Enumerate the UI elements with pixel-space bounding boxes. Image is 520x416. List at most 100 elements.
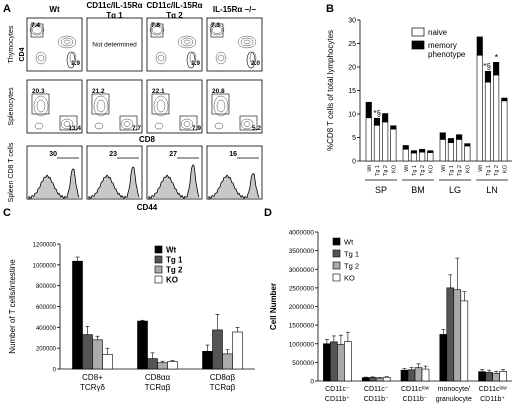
- bar-wt: [439, 334, 448, 382]
- contour-ellipse: [183, 121, 191, 127]
- column-header-1: CD11c/IL-15Rα: [86, 1, 142, 10]
- contour-ellipse: [216, 99, 226, 113]
- contour-ellipse: [36, 99, 46, 113]
- cd44-hi-percent: 16: [229, 151, 237, 158]
- contour-ellipse: [217, 54, 225, 62]
- bar-naive: [447, 142, 455, 162]
- bar-tg-2: [337, 344, 345, 382]
- contour-ellipse: [93, 95, 109, 117]
- legend-label: Tg 1: [166, 256, 183, 265]
- bar-tg-2: [375, 377, 384, 382]
- legend-swatch: [411, 27, 425, 37]
- bar-naive: [427, 152, 434, 162]
- x-tick-label: Tg 1: [375, 165, 381, 176]
- contour-ellipse: [149, 24, 165, 36]
- bar-naive: [390, 128, 397, 162]
- axis-label-cd44: CD44: [137, 203, 158, 212]
- bar-naive: [476, 54, 483, 162]
- group-label: LN: [486, 185, 498, 195]
- splenocyte-cd8-percent: 13.4: [68, 125, 81, 132]
- splenocyte-contours: [33, 95, 74, 130]
- bar-memory: [476, 36, 483, 56]
- panel-b-chart: 0 5 10 15 20 25 30 %CD8 T cells of total lympho…: [326, 18, 512, 195]
- category-label: CD11c⁻: [325, 386, 350, 393]
- category-label: CD11b⁻: [364, 396, 389, 403]
- gate-cd4: [31, 93, 50, 115]
- bar-memory: [456, 134, 463, 140]
- gate-cd8-sp: [66, 51, 76, 69]
- contour-ellipse: [35, 51, 47, 65]
- bar-naive: [464, 145, 471, 162]
- y-tick-label: 0: [53, 368, 57, 374]
- contour-ellipse: [154, 122, 164, 130]
- contour-ellipse: [243, 121, 251, 127]
- category-label: CD11b⁺: [480, 396, 505, 403]
- legend-label: memory: [428, 41, 457, 50]
- contour-ellipse: [213, 95, 229, 117]
- legend-swatch: [411, 40, 425, 50]
- bar-tg-2: [222, 353, 233, 370]
- bar-tg-1: [82, 334, 93, 370]
- histogram-fill: [89, 166, 139, 198]
- gate-cd4-sp: [210, 23, 224, 38]
- bar-memory: [402, 145, 409, 150]
- legend-swatch: [332, 261, 341, 270]
- bar-tg-1: [485, 372, 493, 382]
- y-tick-label: 600000: [36, 305, 57, 311]
- contour-ellipse: [63, 121, 71, 127]
- bar-memory: [501, 97, 508, 102]
- gate-cd8: [59, 115, 78, 131]
- y-tick-label: 1000000: [289, 341, 315, 348]
- y-tick-label: 15: [348, 88, 356, 95]
- x-tick-label: Wt: [404, 165, 410, 172]
- bar-memory: [493, 61, 500, 76]
- x-tick-label: Tg 2: [383, 165, 389, 176]
- y-tick-label: 200000: [36, 347, 57, 353]
- y-tick-label: 25: [348, 41, 356, 48]
- bar-memory: [464, 143, 471, 147]
- y-tick-label: 1000000: [33, 263, 57, 269]
- contour-ellipse: [37, 54, 45, 62]
- group-label: BM: [411, 185, 425, 195]
- bar-memory: [382, 113, 389, 123]
- contour-ellipse: [189, 51, 197, 65]
- contour-ellipse: [33, 95, 49, 117]
- legend-label: Wt: [166, 246, 177, 255]
- contour-ellipse: [243, 39, 251, 45]
- histogram-line: [88, 166, 140, 200]
- legend-swatch: [154, 245, 163, 254]
- contour-ellipse: [63, 39, 71, 45]
- bar-wt: [323, 343, 331, 382]
- bar-memory: [390, 125, 397, 130]
- histogram-line: [208, 173, 260, 200]
- gate-cd8: [239, 115, 258, 131]
- gate-cd8-sp: [186, 51, 196, 69]
- cd44-hi-percent: 27: [169, 151, 177, 158]
- bar-ko: [167, 361, 178, 370]
- bar-tg-1: [368, 377, 377, 382]
- not-determined-label: Not determined: [92, 42, 137, 49]
- bar-memory: [484, 70, 492, 83]
- category-label: CD11c⁻: [364, 386, 389, 393]
- contour-ellipse: [69, 51, 77, 65]
- legend-swatch: [332, 249, 341, 258]
- splenocyte-contours: [93, 95, 134, 130]
- row-label-1: Splenocytes: [8, 87, 15, 126]
- bar-wt: [72, 260, 83, 370]
- column-header-3: IL-15Rα −/−: [213, 5, 256, 14]
- bar-naive: [439, 139, 446, 162]
- bar-naive: [501, 100, 508, 162]
- panel-label-c: C: [3, 207, 11, 219]
- bar-memory: [419, 148, 426, 153]
- x-tick-label: Tg 2: [457, 165, 463, 176]
- legend-label: KO: [166, 276, 178, 285]
- bar-memory: [447, 138, 455, 143]
- panel-label-d: D: [264, 207, 272, 219]
- panel-label-a: A: [3, 3, 11, 15]
- gate-cd8-sp: [246, 51, 256, 69]
- contour-ellipse: [153, 95, 169, 117]
